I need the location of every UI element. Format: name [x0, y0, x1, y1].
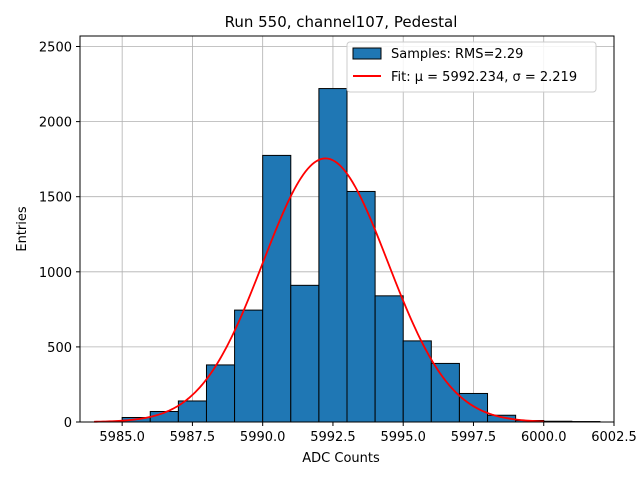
y-tick-label: 1000 [39, 266, 72, 281]
y-tick-label: 500 [47, 341, 72, 356]
y-axis-label: Entries [15, 206, 30, 252]
histogram-bar [234, 309, 264, 423]
legend-box [346, 41, 597, 93]
gaussian-fit-curve [94, 157, 544, 423]
histogram-bar [346, 190, 376, 423]
x-tick-label: 6002.5 [591, 430, 637, 445]
legend: Samples: RMS=2.29 Fit: μ = 5992.234, σ =… [346, 41, 597, 93]
x-tick-label: 5987.5 [170, 430, 216, 445]
x-tick-label: 5990.0 [240, 430, 286, 445]
x-tick-label: 5995.0 [380, 430, 426, 445]
legend-histogram-label: Samples: RMS=2.29 [391, 47, 523, 62]
legend-histogram-swatch [352, 47, 382, 60]
y-tick-label: 2500 [39, 41, 72, 56]
y-tick-label: 1500 [39, 191, 72, 206]
chart-title: Run 550, channel107, Pedestal [225, 13, 458, 31]
y-tick-label: 2000 [39, 116, 72, 131]
plot-area [79, 35, 615, 423]
histogram-bar [374, 295, 404, 423]
histogram-bar [177, 400, 207, 423]
plot-frame [79, 35, 615, 423]
histogram-bar [290, 284, 320, 423]
x-tick-label: 6000.0 [521, 430, 567, 445]
x-tick-label: 5992.5 [310, 430, 356, 445]
histogram-bar [262, 154, 292, 423]
x-tick-label: 5985.0 [99, 430, 145, 445]
histogram-bar [430, 362, 460, 423]
y-tick-label: 0 [64, 416, 72, 431]
histogram-bars [121, 88, 601, 423]
histogram-bar [318, 88, 348, 423]
legend-fit-label: Fit: μ = 5992.234, σ = 2.219 [391, 70, 577, 85]
x-axis-ticks: 5985.0 5987.5 5990.0 5992.5 5995.0 5997.5 6000… [99, 422, 637, 445]
fit-curve-layer [94, 157, 544, 423]
x-axis-label: ADC Counts [302, 451, 380, 466]
x-tick-label: 5997.5 [451, 430, 497, 445]
y-axis-ticks: 0 500 1000 1500 2000 2500 [39, 41, 80, 431]
histogram-bar [458, 392, 489, 423]
